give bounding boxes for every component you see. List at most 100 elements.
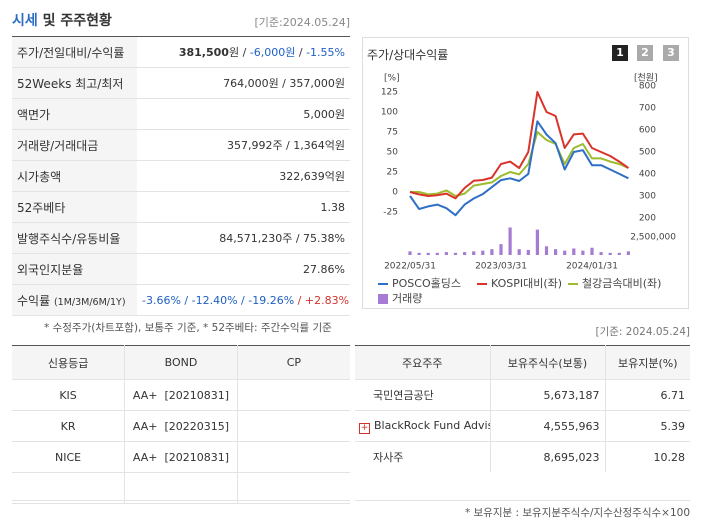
text: 원 / xyxy=(228,46,250,59)
header: 신용등급 xyxy=(12,345,125,380)
header: CP xyxy=(236,345,350,380)
legend-label: 거래량 xyxy=(392,292,422,305)
x-tick-label: 2022/05/31 xyxy=(384,262,436,272)
legend-label: 철강금속대비(좌) xyxy=(582,277,661,290)
volume-bar xyxy=(508,227,512,255)
text: 수익률 xyxy=(17,293,51,308)
text: / +2.83% xyxy=(297,293,350,307)
volume-bar xyxy=(626,251,630,255)
label: 주가/전일대비/수익률 xyxy=(12,37,137,68)
volume-bar xyxy=(599,252,603,255)
legend-label: KOSPI대비(좌) xyxy=(491,277,562,290)
value: 357,992주 / 1,364억원 xyxy=(137,129,350,161)
volume-bar xyxy=(481,250,485,255)
tab-button[interactable]: 2 xyxy=(637,45,653,61)
cell: 국민연금공단 xyxy=(355,379,490,411)
chart-panel xyxy=(362,37,689,309)
row: 국민연금공단 5,673,187 6.71 xyxy=(355,379,690,411)
volume-bar xyxy=(417,252,421,255)
row: 거래량/거래대금 357,992주 / 1,364억원 xyxy=(12,129,350,161)
label: 시가총액 xyxy=(12,160,137,192)
date: [기준:2024.05.24] xyxy=(254,16,350,29)
x-tick-label: 2024/01/31 xyxy=(566,262,618,272)
cell xyxy=(236,410,350,442)
cell: AA+ [20210831] xyxy=(124,379,238,411)
header: 주요주주 xyxy=(355,345,490,380)
row: 수익률 (1M/3M/6M/1Y) -3.66% / -12.40% / -19… xyxy=(12,284,350,316)
text: 381,500 xyxy=(178,46,229,59)
text: [20220315] xyxy=(164,419,230,433)
volume-bar xyxy=(444,252,448,255)
row: 자사주 8,695,023 10.28 xyxy=(355,441,690,472)
note: * 보유지분 : 보유지분주식수/지수산정주식수×100 xyxy=(464,507,690,519)
label: 액면가 xyxy=(12,98,137,130)
cell: KR xyxy=(12,410,125,442)
header: BOND xyxy=(124,345,238,380)
row: 52Weeks 최고/최저 764,000원 / 357,000원 xyxy=(12,67,350,99)
label: 외국인지분율 xyxy=(12,253,137,285)
volume-bar xyxy=(490,249,494,255)
row: KR AA+ [20220315] xyxy=(12,410,350,442)
section-title: 시세 및 주주현황 xyxy=(12,10,112,30)
y2-tick-label: 800 xyxy=(639,82,656,92)
text: / xyxy=(295,46,307,59)
y2-tick-label: 300 xyxy=(639,191,656,201)
y2-tick-label: 600 xyxy=(639,126,656,136)
tab-button[interactable]: 3 xyxy=(663,45,679,61)
legend-swatch xyxy=(378,294,388,304)
y2-axis-label: [천원] xyxy=(634,73,658,84)
rating-table: 신용등급 BOND CP KIS AA+ [20210831] KR AA+ [2022… xyxy=(12,345,350,504)
cell: 5.39 xyxy=(604,410,690,442)
x-tick-label: 2023/03/31 xyxy=(475,262,527,272)
cell: 5,673,187 xyxy=(489,379,605,411)
row: 액면가 5,000원 xyxy=(12,98,350,130)
value: -3.66% / -12.40% / -19.26% / +2.83% xyxy=(137,284,350,316)
divider xyxy=(12,36,350,37)
value: 322,639억원 xyxy=(137,160,350,192)
volume-bar xyxy=(554,249,558,255)
volume-bar xyxy=(435,252,439,255)
volume-bar xyxy=(572,248,576,255)
volume-bar xyxy=(544,246,549,255)
volume-bar xyxy=(453,252,458,255)
series-line xyxy=(410,131,629,197)
volume-bar xyxy=(535,229,539,255)
y-tick-label: 0 xyxy=(392,188,398,198)
header-row: 주요주주 보유주식수(보통) 보유지분(%) xyxy=(355,345,690,380)
cell: KIS xyxy=(12,379,125,411)
text: AA+ xyxy=(132,388,158,402)
volume-bar xyxy=(617,252,621,255)
text: AA+ xyxy=(132,450,158,464)
label: 52Weeks 최고/최저 xyxy=(12,67,137,99)
y2-tick-label: 400 xyxy=(639,169,656,179)
y-tick-label: -25 xyxy=(383,208,398,218)
text: BlackRock Fund Advis… xyxy=(374,418,490,432)
value: 1.38 xyxy=(137,191,350,223)
divider xyxy=(355,500,690,501)
cell xyxy=(12,472,125,504)
expand-icon[interactable]: + xyxy=(359,422,370,434)
note: * 수정주가(차트포함), 보통주 기준, * 52주베타: 주간수익률 기준 xyxy=(44,322,332,334)
text: -1.55% xyxy=(306,46,345,59)
series-line xyxy=(409,120,629,217)
price-table: 주가/전일대비/수익률 381,500원 / -6,000원 / -1.55% … xyxy=(12,37,350,316)
cell: + BlackRock Fund Advis… xyxy=(355,410,490,442)
cell: 10.28 xyxy=(604,441,690,472)
y-tick-label: 100 xyxy=(381,108,398,118)
tab-button[interactable]: 1 xyxy=(612,45,628,61)
volume-bar xyxy=(408,251,412,255)
volume-bar xyxy=(563,250,567,255)
cell: 6.71 xyxy=(604,379,690,411)
cell xyxy=(236,472,350,504)
volume-bar xyxy=(426,252,430,255)
y2-tick-label: 700 xyxy=(639,104,656,114)
cell xyxy=(124,472,238,504)
row: KIS AA+ [20210831] xyxy=(12,379,350,411)
text: [20210831] xyxy=(164,450,230,464)
volume-bar xyxy=(472,251,476,255)
label: 발행주식수/유동비율 xyxy=(12,222,137,254)
y-tick-label: 25 xyxy=(387,168,398,178)
cell: 8,695,023 xyxy=(489,441,605,472)
